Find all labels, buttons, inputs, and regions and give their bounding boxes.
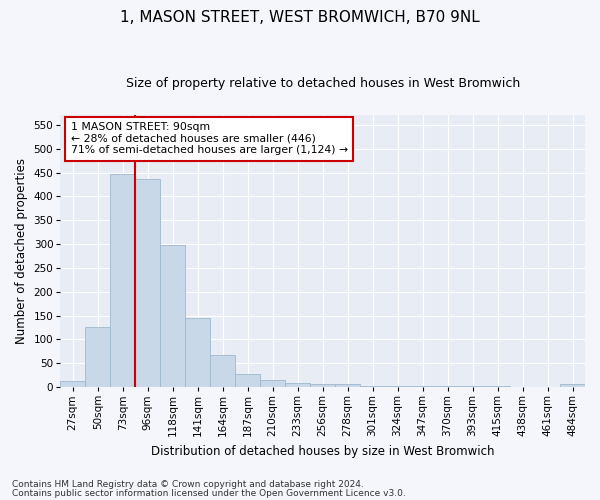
- Bar: [460, 386, 485, 387]
- Y-axis label: Number of detached properties: Number of detached properties: [15, 158, 28, 344]
- Bar: [285, 384, 310, 387]
- Title: Size of property relative to detached houses in West Bromwich: Size of property relative to detached ho…: [125, 78, 520, 90]
- X-axis label: Distribution of detached houses by size in West Bromwich: Distribution of detached houses by size …: [151, 444, 494, 458]
- Text: 1 MASON STREET: 90sqm
← 28% of detached houses are smaller (446)
71% of semi-det: 1 MASON STREET: 90sqm ← 28% of detached …: [71, 122, 348, 156]
- Bar: [110, 174, 135, 387]
- Bar: [235, 374, 260, 387]
- Bar: [560, 384, 585, 387]
- Bar: [410, 386, 435, 387]
- Text: Contains HM Land Registry data © Crown copyright and database right 2024.: Contains HM Land Registry data © Crown c…: [12, 480, 364, 489]
- Bar: [435, 386, 460, 387]
- Bar: [385, 386, 410, 387]
- Bar: [60, 381, 85, 387]
- Bar: [260, 380, 285, 387]
- Text: 1, MASON STREET, WEST BROMWICH, B70 9NL: 1, MASON STREET, WEST BROMWICH, B70 9NL: [120, 10, 480, 25]
- Bar: [360, 386, 385, 387]
- Bar: [310, 384, 335, 387]
- Bar: [135, 178, 160, 387]
- Bar: [185, 318, 210, 387]
- Bar: [210, 354, 235, 387]
- Bar: [335, 384, 360, 387]
- Bar: [160, 246, 185, 387]
- Bar: [485, 386, 510, 387]
- Bar: [85, 326, 110, 387]
- Text: Contains public sector information licensed under the Open Government Licence v3: Contains public sector information licen…: [12, 488, 406, 498]
